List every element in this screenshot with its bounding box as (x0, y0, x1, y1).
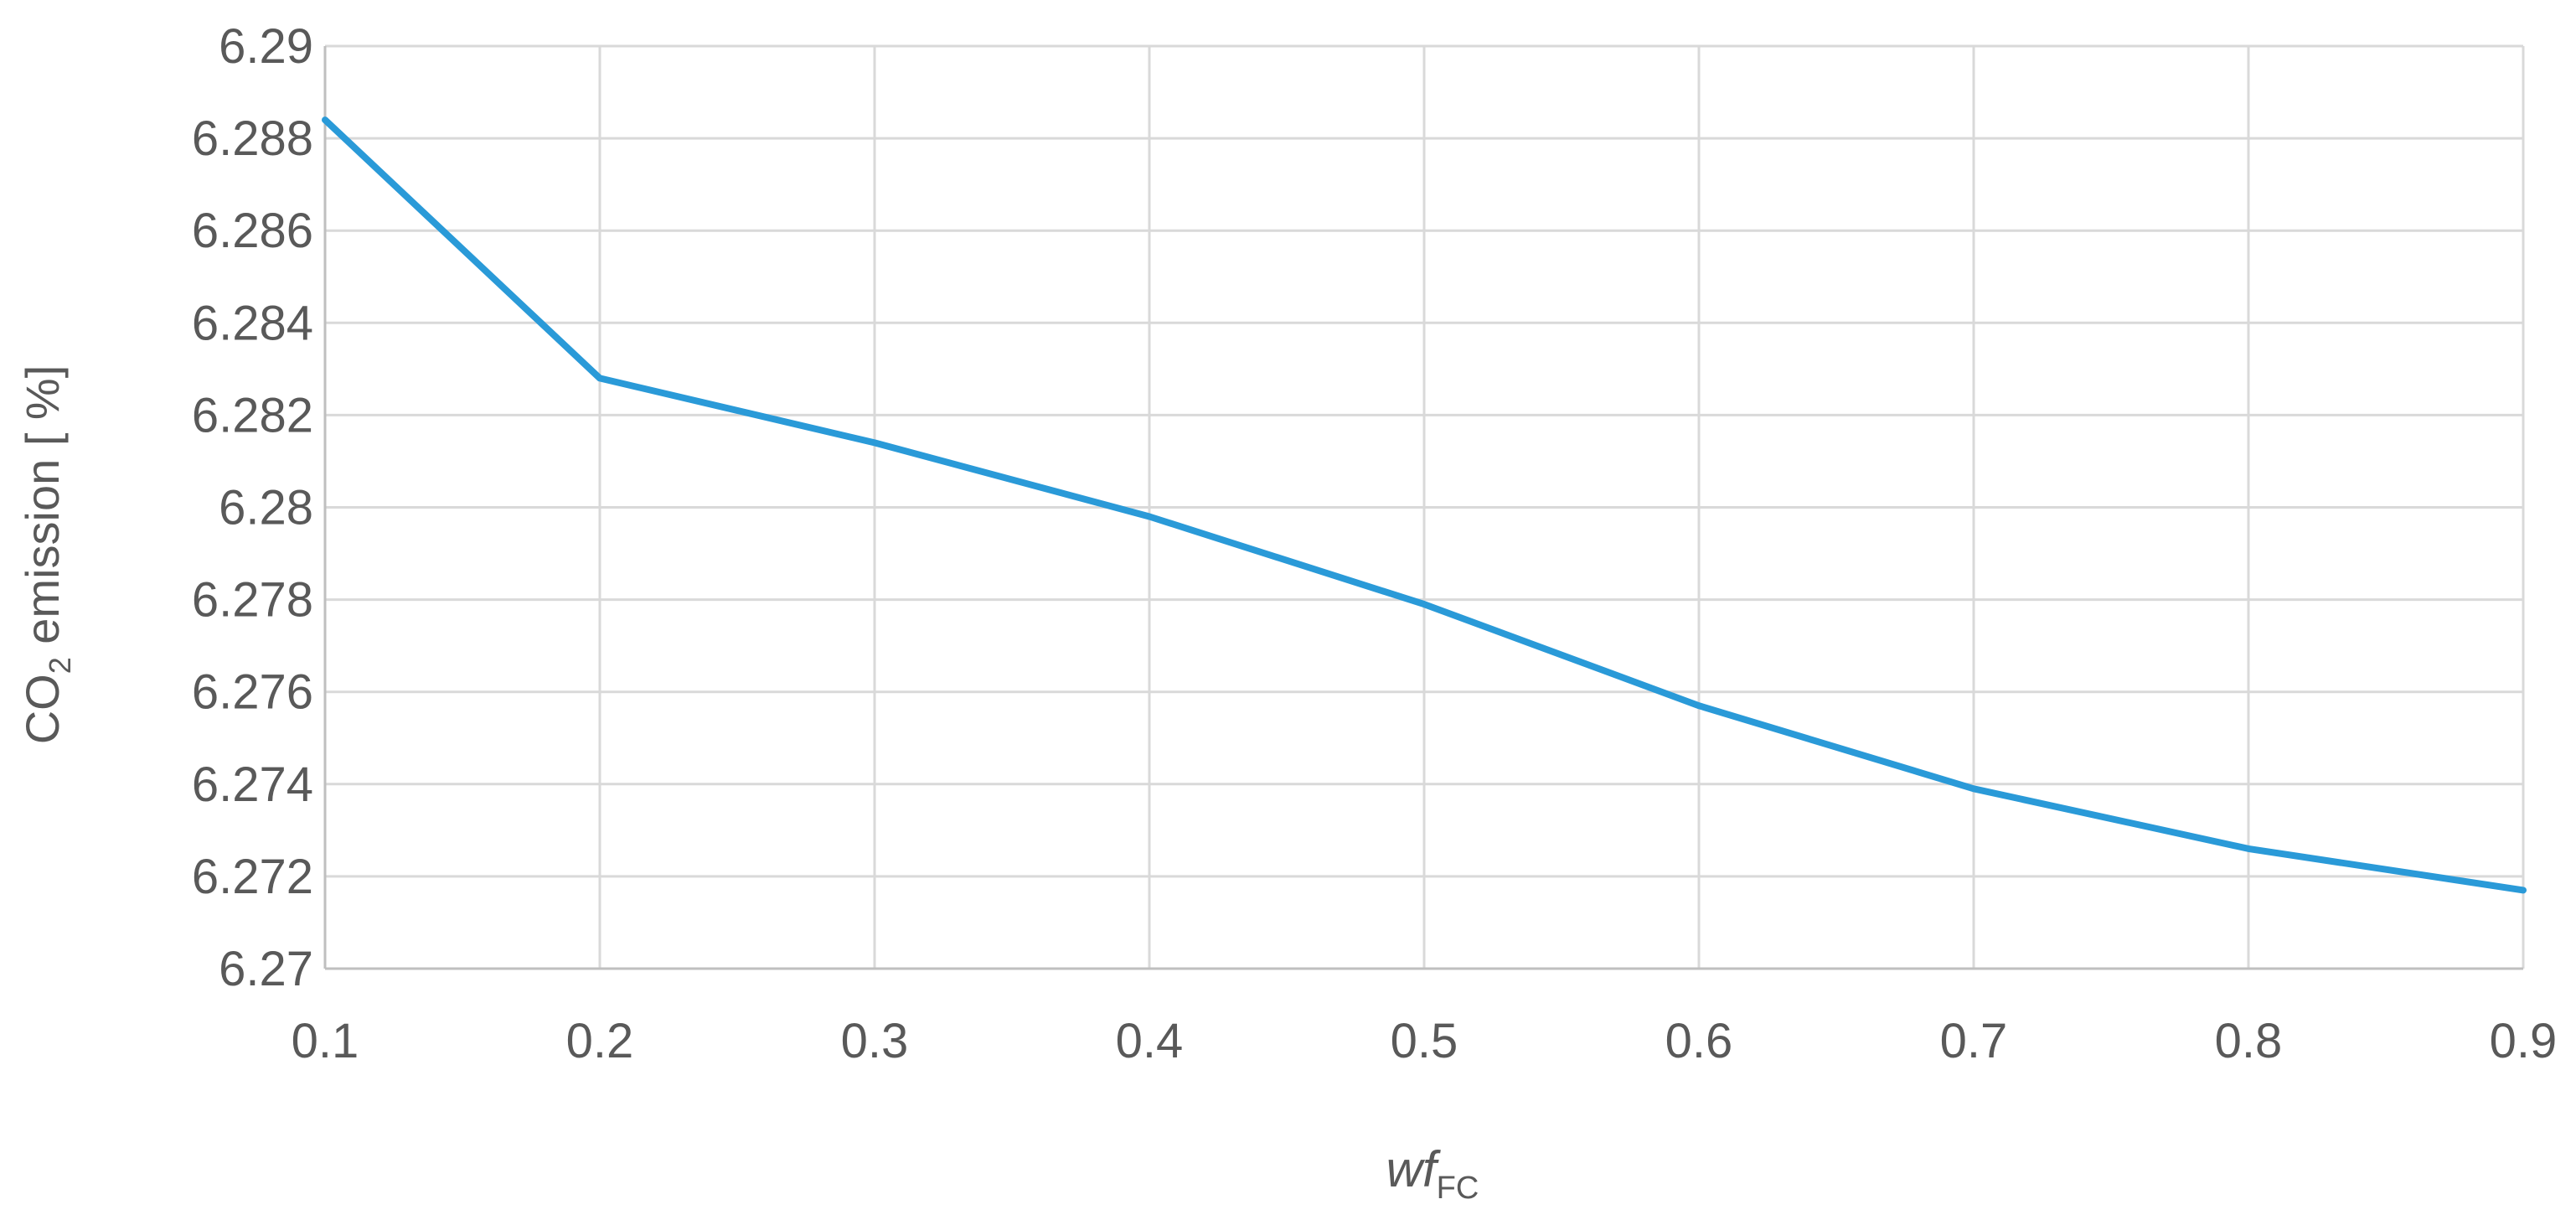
data-point (1149, 516, 1150, 517)
y-tick-label: 6.288 (192, 111, 313, 166)
y-tick-label: 6.278 (192, 573, 313, 628)
data-point (600, 378, 601, 379)
y-tick-label: 6.286 (192, 204, 313, 258)
axes (323, 46, 2523, 970)
x-tick-label: 0.3 (841, 1014, 909, 1068)
y-axis-label-post: emission [ %] (16, 365, 69, 658)
data-point (325, 120, 326, 121)
y-tick-label: 6.27 (219, 942, 313, 996)
x-axis-label-main: wf (1386, 1141, 1441, 1197)
data-point (2523, 890, 2524, 891)
y-tick-label: 6.282 (192, 388, 313, 442)
y-tick-label: 6.28 (219, 481, 313, 535)
x-tick-label: 0.4 (1116, 1014, 1184, 1068)
x-tick-label: 0.9 (2490, 1014, 2558, 1068)
y-tick-label: 6.29 (219, 19, 313, 74)
grid (325, 44, 2525, 969)
x-tick-label: 0.1 (292, 1014, 359, 1068)
x-tick-label: 0.5 (1391, 1014, 1458, 1068)
y-tick-labels: 6.27 6.272 6.274 6.276 6.278 6.28 6.282 6.284 6.… (192, 19, 313, 996)
y-axis-label-sub: 2 (43, 657, 77, 674)
x-axis-label-sub: FC (1437, 1171, 1479, 1206)
data-point (1974, 788, 1975, 789)
y-axis-label-pre: CO (16, 674, 69, 744)
series-line (322, 116, 2527, 894)
y-tick-label: 6.276 (192, 665, 313, 720)
x-tick-label: 0.6 (1665, 1014, 1733, 1068)
x-axis-label: wfFC (1386, 1141, 1479, 1206)
data-point (1424, 604, 1425, 605)
y-tick-label: 6.272 (192, 850, 313, 904)
y-axis-label: CO2 emission [ %] (16, 365, 77, 745)
x-tick-label: 0.2 (566, 1014, 634, 1068)
data-point (2248, 848, 2249, 849)
series-layer (322, 116, 2527, 894)
y-tick-label: 6.274 (192, 757, 313, 812)
y-tick-label: 6.284 (192, 296, 313, 350)
x-tick-label: 0.8 (2215, 1014, 2283, 1068)
x-tick-labels: 0.1 0.2 0.3 0.4 0.5 0.6 0.7 0.8 0.9 (292, 1014, 2558, 1068)
x-tick-label: 0.7 (1940, 1014, 2008, 1068)
